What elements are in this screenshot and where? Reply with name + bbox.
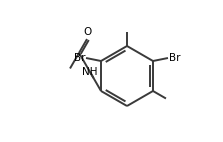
Text: NH: NH [82,67,98,77]
Text: Br: Br [74,53,85,63]
Text: O: O [83,27,91,37]
Text: Br: Br [169,53,180,63]
